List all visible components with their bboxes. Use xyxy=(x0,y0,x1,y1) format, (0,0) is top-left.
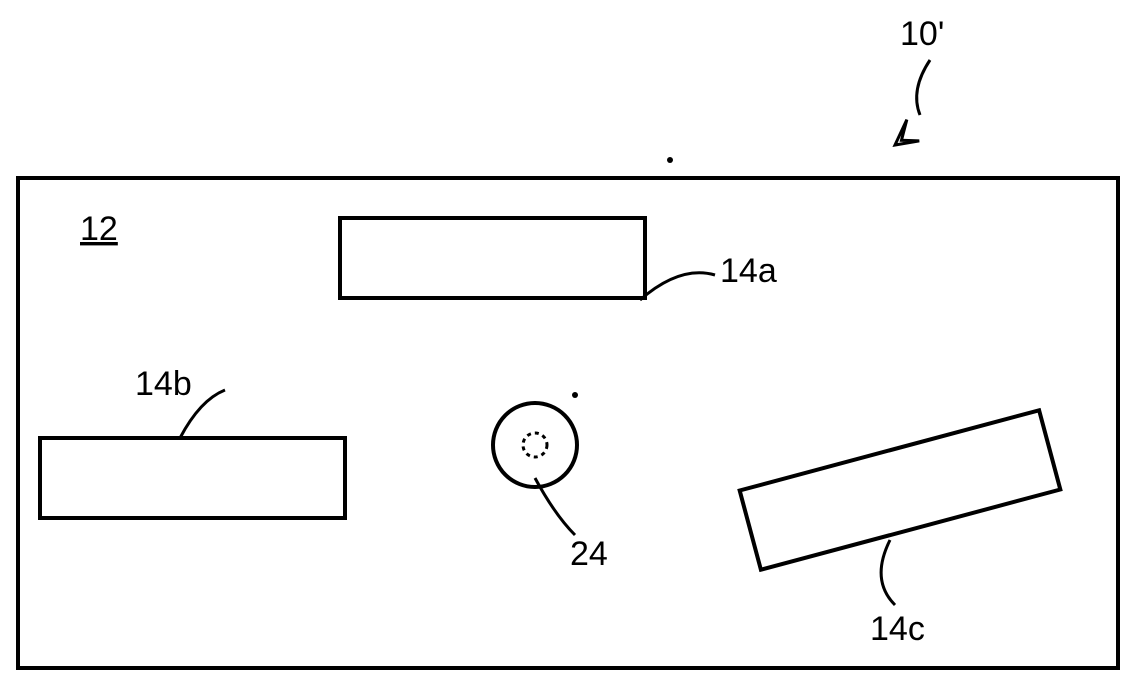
rect-14c xyxy=(740,410,1061,569)
circle-24-inner xyxy=(523,433,547,457)
dot xyxy=(667,157,673,163)
rect-14b xyxy=(40,438,345,518)
outer-box xyxy=(18,178,1118,668)
leader-line xyxy=(881,540,895,605)
rect-14c-group xyxy=(740,410,1061,569)
circle-24-outer xyxy=(493,403,577,487)
label-12: 12 xyxy=(80,210,118,248)
arrow-tail-10prime xyxy=(917,60,930,115)
label-14b: 14b xyxy=(135,365,192,403)
label-24: 24 xyxy=(570,535,608,573)
leader-line xyxy=(640,273,715,300)
label-14c: 14c xyxy=(870,610,925,648)
label-14a: 14a xyxy=(720,252,777,290)
leader-line xyxy=(535,478,575,535)
label-10-prime: 10' xyxy=(900,15,944,53)
rect-14a xyxy=(340,218,645,298)
dot xyxy=(572,392,578,398)
arrow-head-10prime xyxy=(888,118,919,149)
